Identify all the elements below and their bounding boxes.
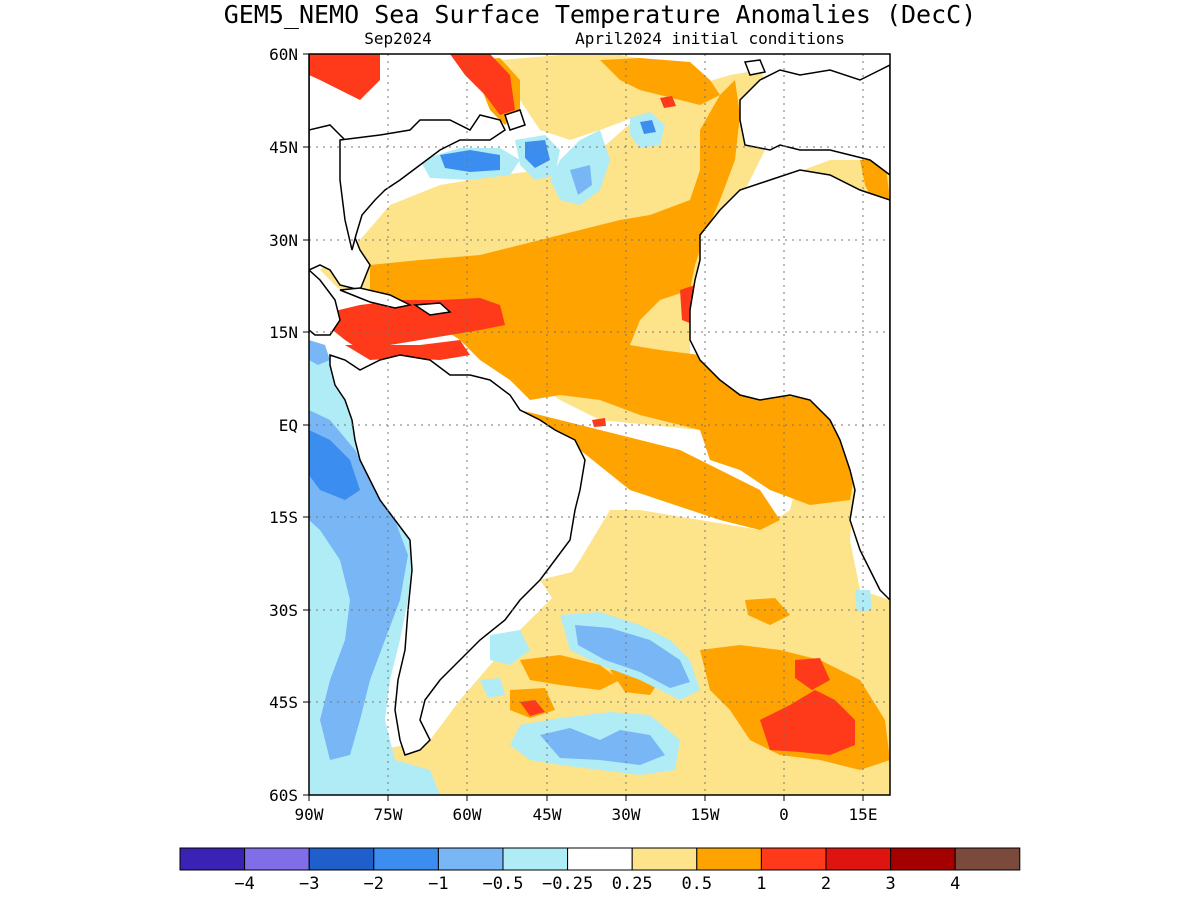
anomaly-region-caribbean-red bbox=[318, 298, 505, 350]
lat-label-15s: 15S bbox=[269, 508, 298, 527]
lon-label-30w: 30W bbox=[612, 805, 641, 824]
central-america-land bbox=[309, 268, 341, 336]
lat-label-15n: 15N bbox=[269, 323, 298, 342]
colorbar-swatch-12 bbox=[954, 847, 1021, 871]
colorbar-label-5: −0.25 bbox=[542, 874, 593, 894]
hispaniola-land bbox=[412, 302, 452, 316]
colorbar-swatch-10 bbox=[825, 847, 892, 871]
anomaly-region-labrador-red bbox=[450, 54, 515, 115]
colorbar-swatch-2 bbox=[308, 847, 375, 871]
colorbar-label-9: 2 bbox=[821, 874, 831, 894]
anomaly-region-north-blue-2 bbox=[640, 120, 656, 134]
colorbar-label-2: −2 bbox=[364, 874, 384, 894]
anomaly-region-northwest-red bbox=[309, 54, 380, 100]
anomaly-region-sa-red-3 bbox=[520, 700, 545, 716]
newfoundland-land bbox=[504, 109, 526, 131]
anomaly-region-equatorial-orange bbox=[520, 410, 780, 530]
colorbar-swatch-0 bbox=[179, 847, 246, 871]
south-america-land bbox=[329, 353, 586, 756]
anomaly-region-north-orange bbox=[600, 58, 720, 105]
anomaly-region-sa-blue-1 bbox=[575, 625, 690, 688]
anomaly-region-med-orange bbox=[860, 160, 890, 205]
colorbar: −4 −3 −2 −1 −0.5 −0.25 0.25 0.5 1 2 3 4 bbox=[179, 847, 1021, 894]
colorbar-label-3: −1 bbox=[428, 874, 448, 894]
anomaly-region-north-red bbox=[660, 96, 676, 108]
colorbar-label-4: −0.5 bbox=[483, 874, 524, 894]
anomaly-region-tropical-orange bbox=[370, 80, 855, 505]
subtitle-left: Sep2024 bbox=[364, 29, 431, 48]
colorbar-swatches bbox=[179, 847, 1021, 871]
colorbar-labels: −4 −3 −2 −1 −0.5 −0.25 0.25 0.5 1 2 3 4 bbox=[234, 874, 960, 894]
colorbar-label-0: −4 bbox=[234, 874, 254, 894]
europe-land bbox=[739, 64, 890, 176]
anomaly-region-caribbean-red-2 bbox=[345, 340, 470, 360]
lat-label-45n: 45N bbox=[269, 138, 298, 157]
lon-label-45w: 45W bbox=[533, 805, 562, 824]
colorbar-label-11: 4 bbox=[950, 874, 960, 894]
lat-label-45s: 45S bbox=[269, 693, 298, 712]
colorbar-label-10: 3 bbox=[885, 874, 895, 894]
lon-axis: 90W 75W 60W 45W 30W 15W 0 15E bbox=[295, 795, 878, 824]
colorbar-swatch-11 bbox=[890, 847, 956, 871]
colorbar-label-1: −3 bbox=[299, 874, 319, 894]
anomaly-region-pacific-blue bbox=[309, 430, 360, 500]
lat-gridlines bbox=[309, 146, 890, 703]
colorbar-swatch-8 bbox=[696, 847, 762, 871]
anomaly-region-gulfstream-blue bbox=[440, 150, 500, 172]
anomaly-region-pacific-blue-light bbox=[309, 410, 408, 760]
colorbar-swatch-6 bbox=[567, 847, 633, 871]
lon-label-15e: 15E bbox=[849, 805, 878, 824]
anomaly-region-sa-orange-5 bbox=[745, 598, 790, 625]
anomaly-region-pacific-blue-light-2 bbox=[309, 340, 330, 365]
lon-label-0: 0 bbox=[779, 805, 789, 824]
colorbar-swatch-7 bbox=[631, 847, 698, 871]
anomaly-region-sa-orange-1 bbox=[520, 655, 620, 690]
colorbar-label-8: 1 bbox=[756, 874, 766, 894]
anomaly-region-sa-red bbox=[760, 690, 855, 755]
cuba-land bbox=[339, 287, 413, 309]
land-masses bbox=[309, 54, 890, 756]
north-america-east-land bbox=[339, 114, 506, 251]
colorbar-swatch-3 bbox=[373, 847, 439, 871]
lat-label-30s: 30S bbox=[269, 601, 298, 620]
anomaly-region-sa-red-2 bbox=[795, 658, 830, 690]
colorbar-swatch-4 bbox=[437, 847, 504, 871]
figure-title: GEM5_NEMO Sea Surface Temperature Anomal… bbox=[224, 0, 977, 29]
anomaly-region-sa-cyan-3 bbox=[490, 630, 530, 665]
anomaly-region-south-atlantic-light bbox=[540, 570, 610, 615]
anomaly-region-west-africa-orange bbox=[740, 395, 850, 490]
anomaly-region-sa-blue-2 bbox=[540, 728, 665, 765]
lat-label-eq: EQ bbox=[279, 416, 298, 435]
lat-label-60n: 60N bbox=[269, 45, 298, 64]
lon-label-75w: 75W bbox=[374, 805, 403, 824]
lat-axis: 60N 45N 30N 15N EQ 15S 30S 45S 60S bbox=[269, 45, 309, 805]
plot-area bbox=[309, 54, 890, 795]
anomaly-region-north-blue-1 bbox=[570, 165, 592, 195]
lon-label-90w: 90W bbox=[295, 805, 324, 824]
colorbar-swatch-5 bbox=[502, 847, 569, 871]
colorbar-swatch-9 bbox=[760, 847, 827, 871]
lon-gridlines bbox=[387, 54, 864, 795]
lat-label-30n: 30N bbox=[269, 231, 298, 250]
lat-label-60s: 60S bbox=[269, 786, 298, 805]
lon-label-15w: 15W bbox=[691, 805, 720, 824]
colorbar-swatch-1 bbox=[244, 847, 310, 871]
africa-land bbox=[689, 169, 890, 602]
colorbar-label-6: 0.25 bbox=[612, 874, 653, 894]
anomaly-region-northcentral-blue bbox=[525, 140, 550, 168]
anomaly-region-eq-red bbox=[592, 418, 606, 427]
anomaly-region-sa-cyan-4 bbox=[480, 678, 505, 698]
iceland-land bbox=[743, 59, 767, 76]
lon-label-60w: 60W bbox=[453, 805, 482, 824]
colorbar-label-7: 0.5 bbox=[681, 874, 712, 894]
subtitle-right: April2024 initial conditions bbox=[575, 29, 845, 48]
